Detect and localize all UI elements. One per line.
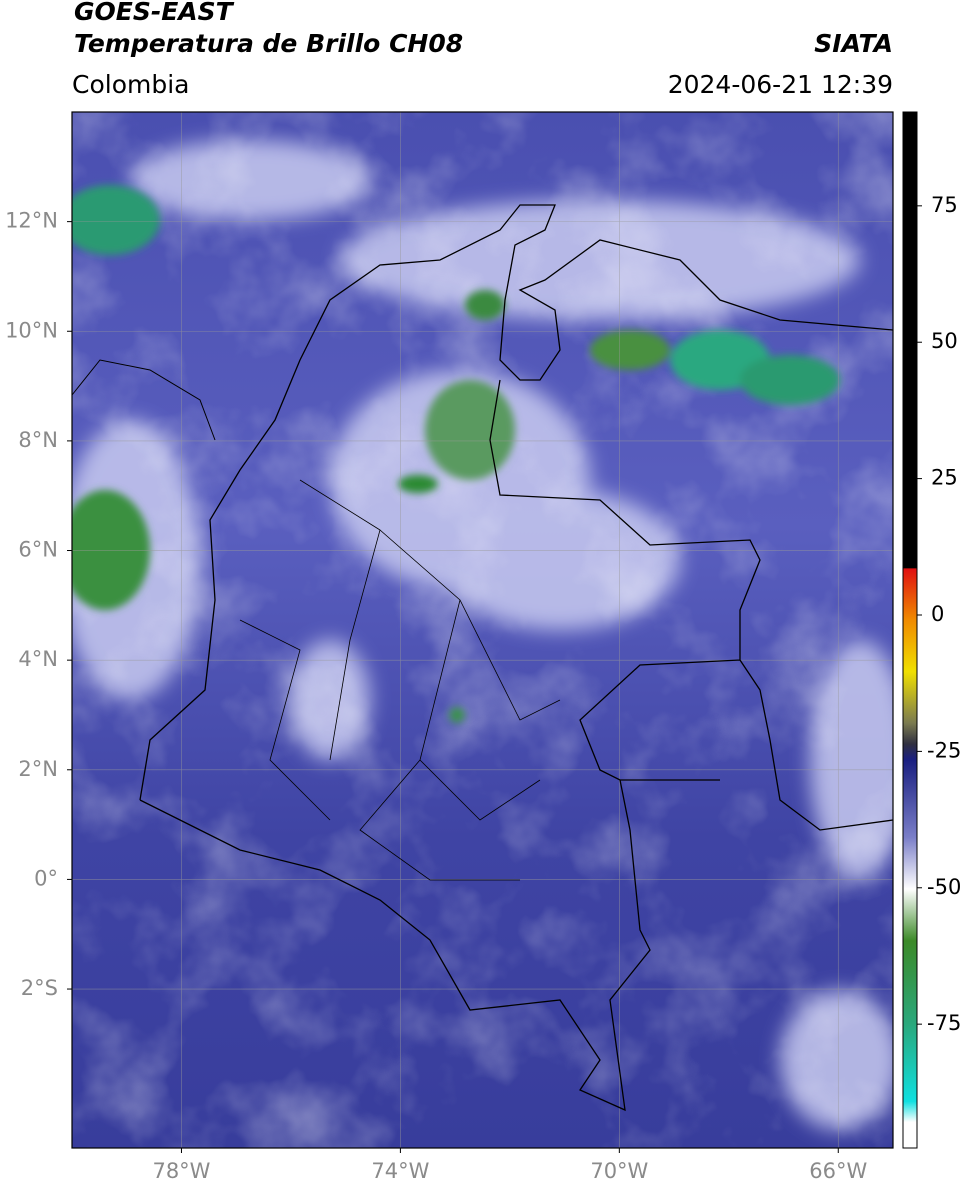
lat-tick-label: 6°N [18, 538, 58, 562]
colorbar [902, 111, 918, 1149]
lat-tick-label: 0° [34, 866, 58, 890]
colorbar-tick-label: -50 [927, 875, 961, 899]
satellite-image [72, 112, 893, 1148]
lat-tick-label: 4°N [18, 647, 58, 671]
title: GOES-EAST [74, 0, 235, 26]
lon-tick-label: 74°W [371, 1159, 429, 1183]
colorbar-tick-label: -25 [927, 738, 961, 762]
lon-tick-label: 78°W [152, 1159, 210, 1183]
colorbar-tick-label: 0 [931, 602, 944, 626]
lat-tick-label: 10°N [5, 318, 58, 342]
colorbar-tick-label: 75 [931, 193, 958, 217]
region: Colombia [72, 70, 189, 99]
lat-tick-label: 12°N [5, 209, 58, 233]
lat-tick-label: 8°N [18, 428, 58, 452]
agency: SIATA [814, 29, 893, 58]
colorbar-tick-label: -75 [927, 1011, 961, 1035]
subtitle: Temperatura de Brillo CH08 [74, 29, 463, 58]
datetime: 2024-06-21 12:39 [668, 70, 893, 99]
lon-tick-label: 66°W [809, 1159, 867, 1183]
map-frame [71, 111, 894, 1149]
lat-tick-label: 2°S [21, 976, 58, 1000]
colorbar-tick-label: 25 [931, 466, 958, 490]
colorbar-tick-label: 50 [931, 329, 958, 353]
lon-tick-label: 70°W [590, 1159, 648, 1183]
lat-tick-label: 2°N [18, 757, 58, 781]
